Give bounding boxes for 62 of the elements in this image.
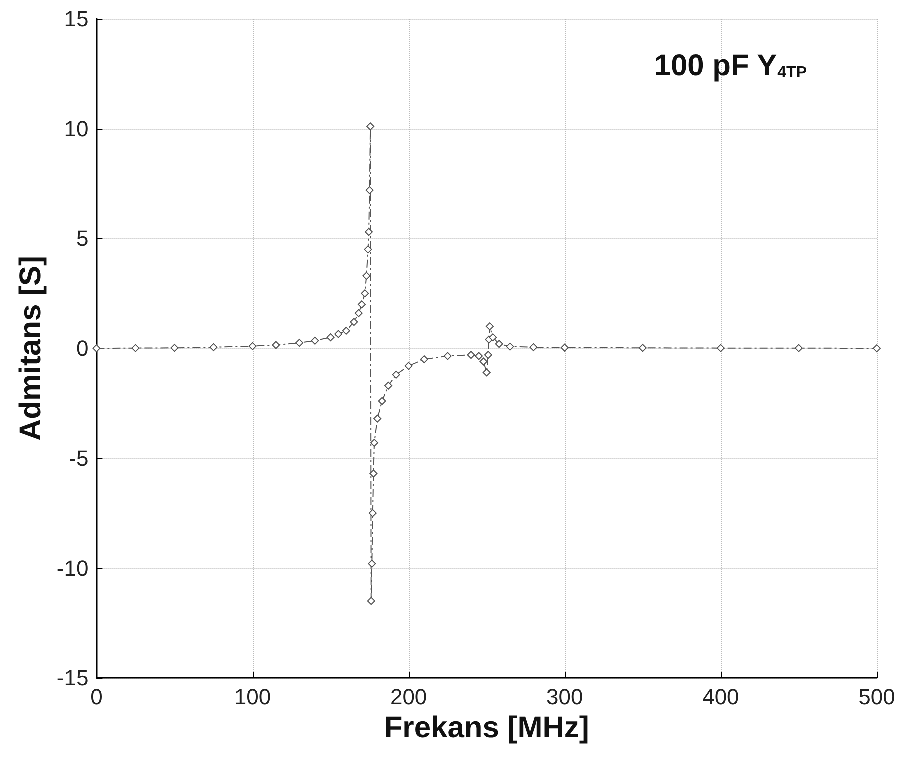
point [404,362,413,370]
y-tick-label: -5 [69,446,89,471]
point [495,340,504,348]
y-tick-label: 5 [76,226,89,252]
point [370,470,378,478]
point [364,246,372,254]
text: 100 pF Y4TP [654,50,808,82]
point [530,343,538,352]
point [374,414,382,423]
point [342,326,350,335]
y-tick-label: 10 [64,116,89,142]
y-tick-label: -10 [56,556,89,581]
x-axis-title: Frekans [MHz] [384,712,590,744]
y-tick-label: 15 [64,6,89,32]
point [361,290,370,298]
point [365,228,374,236]
point [560,344,569,352]
point [873,344,881,353]
point [638,344,647,352]
point [92,344,101,353]
point [506,342,514,351]
point [358,300,366,309]
point [420,356,428,364]
point [482,368,491,377]
point [334,330,343,338]
y-axis-title: Admitans [S] [14,256,48,442]
point [370,439,378,448]
point [210,343,218,352]
y-tick-label: -15 [56,666,89,691]
point [368,560,376,568]
point [467,351,476,360]
point [444,352,452,360]
point [296,339,304,348]
point [486,322,494,331]
point [362,272,371,280]
point [794,344,803,352]
y-tick-label: 0 [76,336,89,362]
x-tick-label: 500 [858,684,896,710]
point [475,352,484,360]
x-tick-label: 400 [702,684,740,710]
x-tick-label: 200 [390,684,428,710]
point [384,382,393,390]
point [132,344,140,352]
point [326,334,335,342]
point [354,309,363,318]
point [378,397,386,406]
point [368,509,377,518]
point [366,186,374,194]
point [311,336,320,345]
point [272,341,280,350]
point [392,370,400,379]
point [484,351,492,360]
x-tick-label: 100 [234,684,272,710]
point [480,358,488,366]
point [489,334,498,342]
point [367,597,376,606]
point [366,122,375,131]
point [350,318,358,326]
point [716,344,725,352]
point [248,342,257,350]
x-tick-label: 300 [546,684,584,710]
point [170,344,179,352]
